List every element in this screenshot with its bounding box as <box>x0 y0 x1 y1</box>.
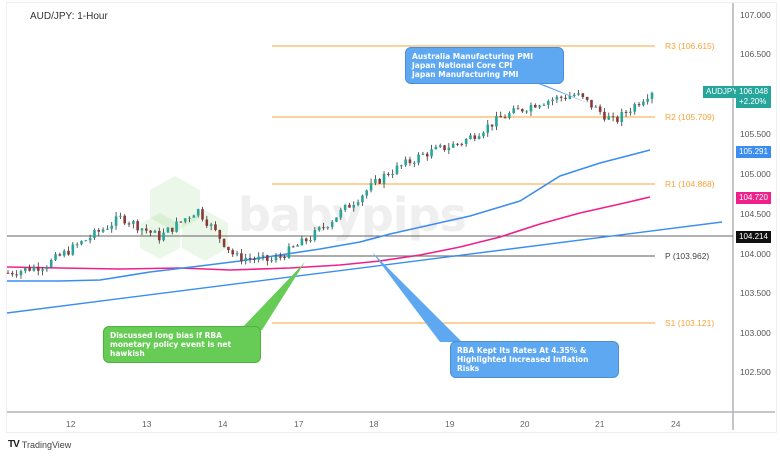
moving-average-pink <box>6 196 651 271</box>
last-price-badge: 106.048 +2.20% <box>736 86 771 108</box>
tradingview-brand: TradingView <box>21 439 72 450</box>
callout-line: Discussed long bias if RBA <box>110 331 222 340</box>
tradingview-icon: TV <box>8 439 20 450</box>
callout-line: Australia Manufacturing PMI <box>412 52 534 61</box>
price-tick: 103.500 <box>740 288 771 298</box>
time-tick: 12 <box>66 419 76 429</box>
candlesticks <box>6 90 654 279</box>
price-tick: 105.500 <box>740 129 771 139</box>
callout-line: Highlighted Increased Inflation <box>457 355 589 364</box>
callout-line: Japan National Core CPI <box>412 61 513 70</box>
price-change: +2.20% <box>739 97 767 106</box>
price-tick: 105.000 <box>740 169 771 179</box>
pivot-label: P (103.962) <box>665 251 710 261</box>
callout-line: Japan Manufacturing PMI <box>412 70 519 79</box>
callout-line: monetary policy event is net <box>110 340 232 349</box>
callout-line: RBA Kept Its Rates At 4.35% & <box>457 346 587 355</box>
ma-mid-value-badge: 104.720 <box>736 192 771 204</box>
ascending-trendline[interactable] <box>6 221 723 314</box>
time-tick: 24 <box>671 419 681 429</box>
callout-top-pointer <box>528 80 590 104</box>
callout-bottom-pointer <box>372 252 462 342</box>
last-price: 106.048 <box>739 87 768 96</box>
symbol-badge: AUDJPY <box>703 86 741 98</box>
time-tick: 18 <box>369 419 379 429</box>
s1-label: S1 (103.121) <box>665 318 715 328</box>
time-tick: 13 <box>142 419 152 429</box>
pivot-levels <box>272 45 655 324</box>
r3-label: R3 (106.615) <box>665 41 715 51</box>
tradingview-logo[interactable]: TV TradingView <box>8 439 71 450</box>
price-tick: 104.000 <box>740 249 771 259</box>
babypips-watermark: babypips <box>238 188 467 242</box>
time-tick: 17 <box>294 419 304 429</box>
hline-value-badge: 104.214 <box>736 231 771 243</box>
price-tick: 106.500 <box>740 49 771 59</box>
r1-label: R1 (104.868) <box>665 179 715 189</box>
chart-title: AUD/JPY: 1-Hour <box>30 11 108 22</box>
ma-fast-value-badge: 105.291 <box>736 146 771 158</box>
callout-line: hawkish <box>110 349 145 358</box>
callout-green-pointer <box>240 262 305 330</box>
price-tick: 102.500 <box>740 367 771 377</box>
callout-top-events[interactable]: Australia Manufacturing PMI Japan Nation… <box>405 47 564 84</box>
callout-rba-decision[interactable]: RBA Kept Its Rates At 4.35% & Highlighte… <box>450 341 619 378</box>
callout-long-bias[interactable]: Discussed long bias if RBA monetary poli… <box>103 326 261 363</box>
time-tick: 20 <box>520 419 530 429</box>
moving-average-blue <box>7 149 651 282</box>
price-tick: 103.000 <box>740 328 771 338</box>
r2-label: R2 (105.709) <box>665 112 715 122</box>
price-tick: 107.000 <box>740 10 771 20</box>
time-tick: 19 <box>445 419 455 429</box>
time-tick: 21 <box>595 419 605 429</box>
callout-line: Risks <box>457 364 480 373</box>
price-tick: 104.500 <box>740 209 771 219</box>
time-tick: 14 <box>218 419 228 429</box>
